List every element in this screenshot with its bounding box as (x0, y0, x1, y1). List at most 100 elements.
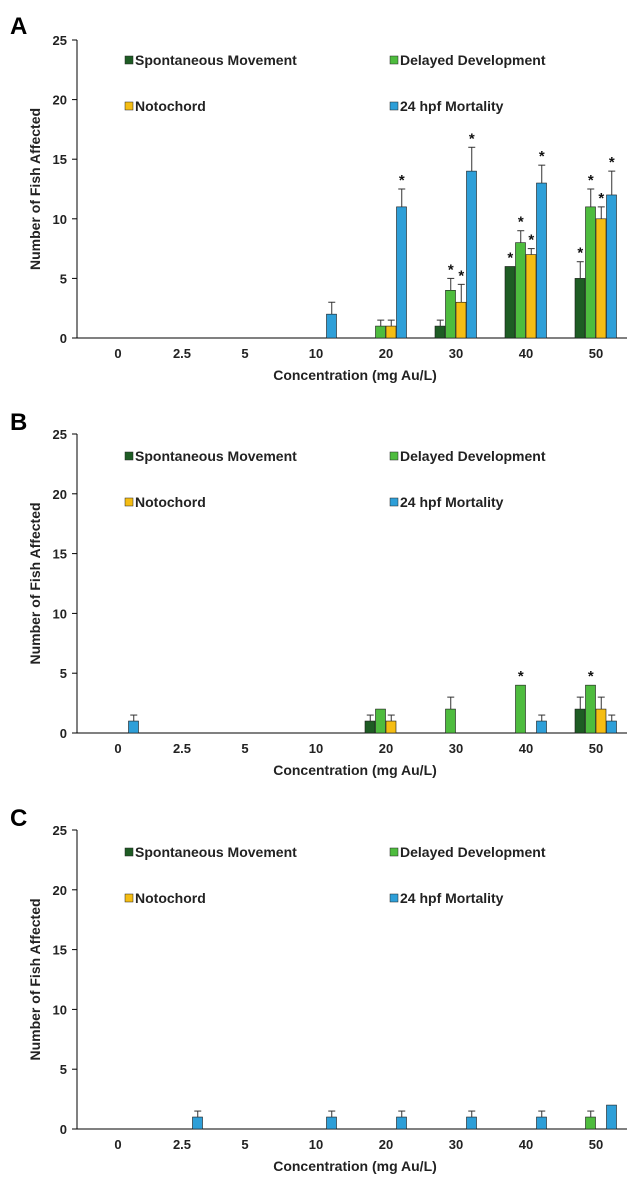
legend-swatch (124, 55, 134, 65)
bar (606, 194, 617, 339)
y-tick-label: 20 (53, 883, 67, 898)
legend-swatch (389, 497, 399, 507)
bar (595, 708, 607, 734)
legend-swatch (389, 847, 399, 857)
legend-item: Delayed Development (389, 52, 546, 68)
x-tick-label: 10 (309, 346, 323, 361)
bar (396, 206, 407, 339)
bar (445, 290, 456, 339)
bar (375, 325, 386, 339)
panel-C: C 0 5 10 15 20 25 0 2.5 5 10 20 30 40 50 Concentration … (10, 805, 627, 1174)
bar (536, 1116, 547, 1130)
bar (536, 720, 547, 734)
legend-label: Delayed Development (400, 448, 546, 464)
legend-swatch (389, 55, 399, 65)
bar (585, 1116, 596, 1130)
significance-star: * (609, 154, 615, 171)
y-axis-title: Number of Fish Affected (27, 898, 43, 1060)
bar (574, 278, 586, 339)
x-axis-title: Concentration (mg Au/L) (273, 1158, 437, 1174)
significance-star: * (518, 214, 524, 231)
bar (396, 1116, 407, 1130)
significance-star: * (588, 172, 594, 189)
legend-item: Delayed Development (389, 448, 546, 464)
y-tick-label: 0 (60, 726, 67, 741)
legend-item: Spontaneous Movement (124, 448, 297, 464)
bar (326, 313, 337, 339)
x-tick-label: 30 (449, 1137, 463, 1152)
x-tick-label: 40 (519, 346, 533, 361)
legend-label: Spontaneous Movement (135, 448, 297, 464)
legend-label: Notochord (135, 890, 206, 906)
x-axis-title: Concentration (mg Au/L) (273, 762, 437, 778)
legend-label: Spontaneous Movement (135, 844, 297, 860)
legend-item: 24 hpf Mortality (389, 98, 504, 114)
significance-star: * (469, 130, 475, 147)
bar (606, 720, 617, 734)
x-tick-label: 2.5 (173, 1137, 191, 1152)
bar (385, 325, 397, 339)
bar (128, 720, 139, 734)
significance-star: * (458, 267, 464, 284)
legend-label: Spontaneous Movement (135, 52, 297, 68)
panel-A: A 0 5 10 15 20 25 0 2.5 5 10 20 30 40 50 Concentration … (10, 13, 627, 383)
bar (192, 1116, 203, 1130)
x-tick-label: 50 (589, 1137, 603, 1152)
y-tick-label: 25 (53, 823, 67, 838)
legend-item: Spontaneous Movement (124, 52, 297, 68)
legend-label: Notochord (135, 494, 206, 510)
y-tick-label: 10 (53, 212, 67, 227)
bar (504, 266, 516, 339)
x-tick-label: 20 (379, 346, 393, 361)
significance-star: * (399, 172, 405, 189)
legend-swatch (389, 893, 399, 903)
legend-swatch (124, 847, 134, 857)
bar (525, 254, 537, 339)
legend-label: Delayed Development (400, 844, 546, 860)
legend-label: Delayed Development (400, 52, 546, 68)
legend-swatch (124, 497, 134, 507)
y-tick-label: 5 (60, 1062, 67, 1077)
x-tick-label: 0 (114, 346, 121, 361)
significance-star: * (539, 148, 545, 165)
bar (466, 1116, 477, 1130)
bar (606, 1104, 617, 1130)
y-tick-label: 20 (53, 93, 67, 108)
x-tick-label: 20 (379, 1137, 393, 1152)
bar (445, 708, 456, 734)
panel-B: B 0 5 10 15 20 25 0 2.5 5 10 20 30 40 50 Concentration … (10, 409, 627, 778)
y-tick-label: 20 (53, 487, 67, 502)
x-tick-label: 0 (114, 1137, 121, 1152)
y-tick-label: 15 (53, 943, 67, 958)
significance-star: * (598, 190, 604, 207)
x-tick-label: 40 (519, 741, 533, 756)
x-tick-label: 2.5 (173, 346, 191, 361)
legend-item: Notochord (124, 494, 206, 510)
y-tick-label: 25 (53, 33, 67, 48)
x-axis-title: Concentration (mg Au/L) (273, 367, 437, 383)
y-axis-title: Number of Fish Affected (27, 108, 43, 270)
bar (515, 684, 526, 734)
legend-label: 24 hpf Mortality (400, 494, 504, 510)
bar (466, 170, 477, 339)
y-tick-label: 5 (60, 271, 67, 286)
bar (574, 708, 586, 734)
legend-swatch (389, 451, 399, 461)
bar (595, 218, 607, 339)
panel-letter: C (10, 805, 27, 832)
bar (364, 720, 376, 734)
x-tick-label: 10 (309, 1137, 323, 1152)
significance-star: * (577, 245, 583, 262)
y-tick-label: 5 (60, 666, 67, 681)
x-tick-label: 30 (449, 741, 463, 756)
x-tick-label: 50 (589, 741, 603, 756)
significance-star: * (588, 668, 594, 685)
x-tick-label: 0 (114, 741, 121, 756)
x-tick-label: 50 (589, 346, 603, 361)
x-tick-label: 20 (379, 741, 393, 756)
significance-star: * (507, 249, 513, 266)
significance-star: * (528, 232, 534, 249)
legend-label: 24 hpf Mortality (400, 890, 504, 906)
